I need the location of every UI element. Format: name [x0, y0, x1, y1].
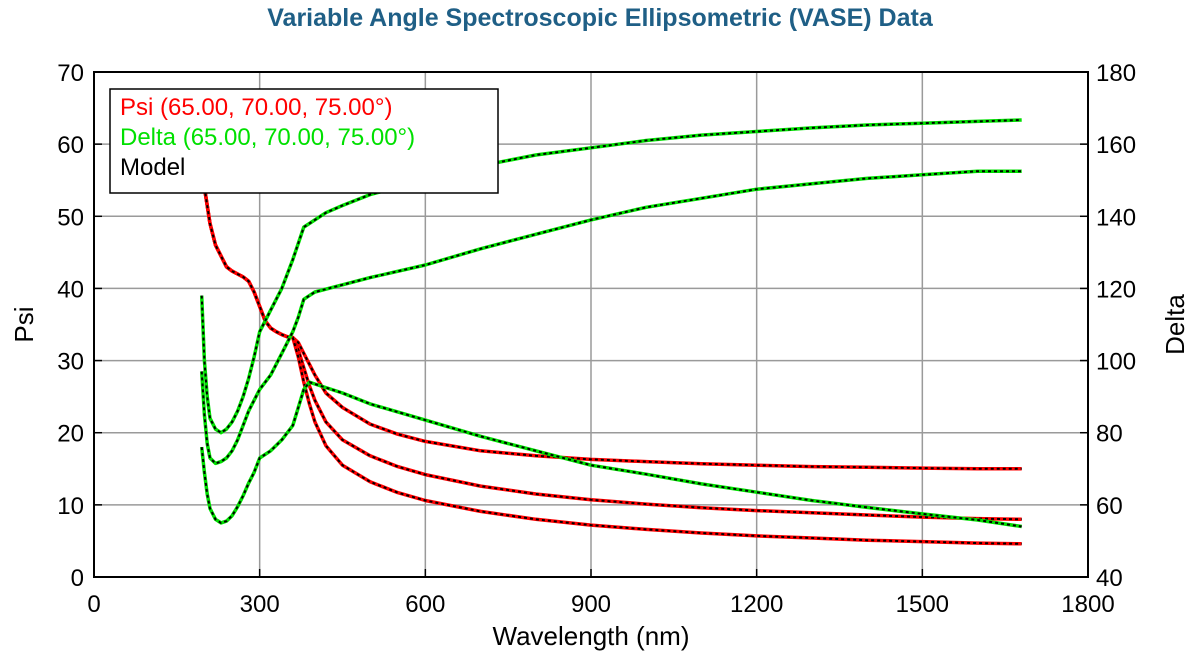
y-tick-label: 50: [57, 204, 84, 231]
psi-75-data-line: [202, 187, 1022, 546]
psi-65-data-line: [202, 187, 1022, 471]
psi-75-model-line: [203, 187, 1022, 545]
y2-tick-label: 60: [1096, 493, 1123, 520]
y2-axis-label: Delta: [1160, 294, 1190, 355]
x-tick-label: 600: [405, 591, 445, 618]
x-tick-label: 900: [571, 591, 611, 618]
y-tick-label: 60: [57, 132, 84, 159]
y2-tick-label: 40: [1096, 565, 1123, 592]
x-tick-label: 1500: [896, 591, 949, 618]
legend-box: [109, 88, 499, 194]
psi-65-model-line: [203, 187, 1022, 470]
chart-title: Variable Angle Spectroscopic Ellipsometr…: [267, 4, 933, 32]
y2-tick-label: 80: [1096, 421, 1123, 448]
x-tick-label: 1800: [1061, 591, 1114, 618]
x-tick-label: 300: [240, 591, 280, 618]
y-tick-label: 20: [57, 421, 84, 448]
x-tick-label: 0: [87, 591, 100, 618]
tick-labels: 0 300 600 900 1200 1500 1800 0 10 20 30 40 50 60 70 40 6…: [57, 60, 1136, 618]
legend: Psi (65.00, 70.00, 75.00°) Delta (65.00,…: [109, 88, 499, 194]
legend-entry-psi: Psi (65.00, 70.00, 75.00°): [120, 94, 392, 121]
x-tick-label: 1200: [730, 591, 783, 618]
y2-tick-label: 100: [1096, 349, 1136, 376]
series-group: [199, 118, 1022, 546]
legend-entry-model: Model: [120, 154, 185, 181]
y2-tick-label: 160: [1096, 132, 1136, 159]
y2-tick-label: 120: [1096, 276, 1136, 303]
y-tick-label: 70: [57, 60, 84, 87]
delta-65-model-line: [200, 119, 1022, 434]
y-tick-label: 30: [57, 349, 84, 376]
grid: [94, 72, 1088, 577]
y-tick-label: 10: [57, 493, 84, 520]
y-axis-label: Psi: [9, 306, 39, 342]
x-axis-label: Wavelength (nm): [493, 621, 690, 651]
delta-75-model-line: [200, 381, 1022, 528]
delta-70-model-line: [200, 170, 1022, 465]
y2-tick-label: 140: [1096, 204, 1136, 231]
y-tick-label: 0: [71, 565, 84, 592]
y2-tick-label: 180: [1096, 60, 1136, 87]
y-tick-label: 40: [57, 276, 84, 303]
legend-entry-delta: Delta (65.00, 70.00, 75.00°): [120, 124, 415, 151]
